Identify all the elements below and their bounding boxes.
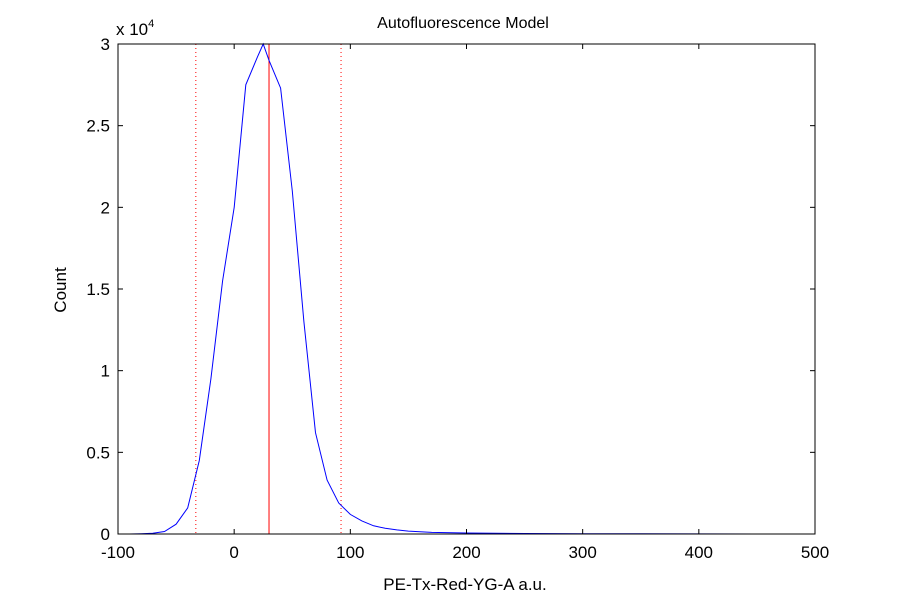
- x-tick-label: -100: [101, 543, 135, 562]
- x-tick-label: 500: [801, 543, 829, 562]
- y-axis-multiplier: x 104: [116, 18, 154, 39]
- x-tick-label: 400: [685, 543, 713, 562]
- x-tick-label: 100: [336, 543, 364, 562]
- y-tick-label: 2: [101, 198, 110, 217]
- y-tick-label: 0.5: [86, 443, 110, 462]
- y-tick-label: 0: [101, 525, 110, 544]
- y-axis-label: Count: [51, 267, 70, 313]
- series-line-0: [129, 42, 810, 535]
- y-multiplier-exponent: 4: [148, 18, 154, 30]
- x-tick-label: 0: [229, 543, 238, 562]
- x-tick-label: 300: [568, 543, 596, 562]
- chart-title: Autofluorescence Model: [377, 15, 549, 32]
- y-tick-label: 3: [101, 35, 110, 54]
- plot-layer: [129, 42, 810, 535]
- y-tick-label: 2.5: [86, 117, 110, 136]
- x-tick-label: 200: [452, 543, 480, 562]
- y-tick-label: 1.5: [86, 280, 110, 299]
- y-tick-label: 1: [101, 362, 110, 381]
- y-multiplier-base: x 10: [116, 20, 148, 39]
- x-axis-label: PE-Tx-Red-YG-A a.u.: [383, 575, 546, 594]
